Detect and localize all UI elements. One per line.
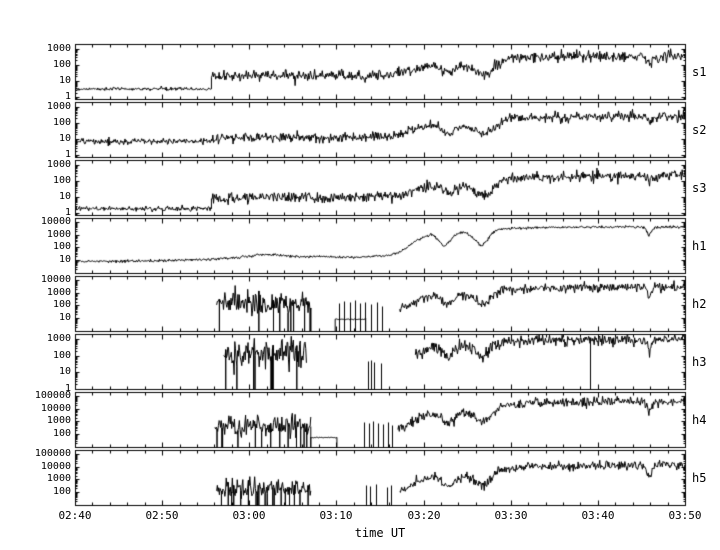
x-tick-label: 03:50 [668,509,702,522]
panel-label-s3: s3 [692,181,707,195]
x-tick-label: 03:10 [319,509,353,522]
y-tick-label: 10 [58,312,71,323]
y-tick-label: 100 [52,241,71,252]
x-tick-label: 02:50 [145,509,179,522]
panel-label-h2: h2 [692,297,707,311]
y-tick-label: 100 [52,350,71,361]
y-tick-label: 10 [58,366,71,377]
y-tick-label: 10000 [40,274,71,285]
y-tick-label: 10000 [40,461,71,472]
y-tick-label: 100 [52,175,71,186]
y-tick-label: 100000 [34,390,71,401]
y-tick-label: 1 [64,207,71,218]
y-tick-label: 1000 [46,473,71,484]
x-tick-label: 03:20 [407,509,441,522]
y-tick-label: 100 [52,486,71,497]
y-tick-label: 1000 [46,101,71,112]
x-tick-label: 03:30 [494,509,528,522]
y-tick-label: 10 [58,75,71,86]
panel-label-s2: s2 [692,123,707,137]
x-tick-label: 02:40 [58,509,92,522]
panel-label-h5: h5 [692,471,707,485]
y-tick-label: 1 [64,149,71,160]
y-tick-label: 10 [58,191,71,202]
y-tick-label: 1000 [46,159,71,170]
y-tick-label: 1000 [46,333,71,344]
y-tick-label: 1000 [46,43,71,54]
y-tick-label: 1000 [46,415,71,426]
y-tick-label: 10 [58,133,71,144]
panel-label-h4: h4 [692,413,707,427]
y-tick-label: 1 [64,383,71,394]
y-tick-label: 1 [64,91,71,102]
panel-label-s1: s1 [692,65,707,79]
y-tick-label: 10000 [40,216,71,227]
y-tick-label: 100 [52,59,71,70]
panel-label-h1: h1 [692,239,707,253]
y-tick-label: 100 [52,299,71,310]
y-tick-label: 100 [52,428,71,439]
y-tick-label: 100 [52,117,71,128]
y-tick-label: 10 [58,254,71,265]
y-tick-label: 1000 [46,287,71,298]
y-tick-label: 10000 [40,403,71,414]
x-tick-label: 03:40 [581,509,615,522]
y-tick-label: 1000 [46,229,71,240]
x-axis-label: time UT [354,526,406,540]
panel-label-h3: h3 [692,355,707,369]
x-tick-label: 03:00 [232,509,266,522]
y-tick-label: 100000 [34,448,71,459]
